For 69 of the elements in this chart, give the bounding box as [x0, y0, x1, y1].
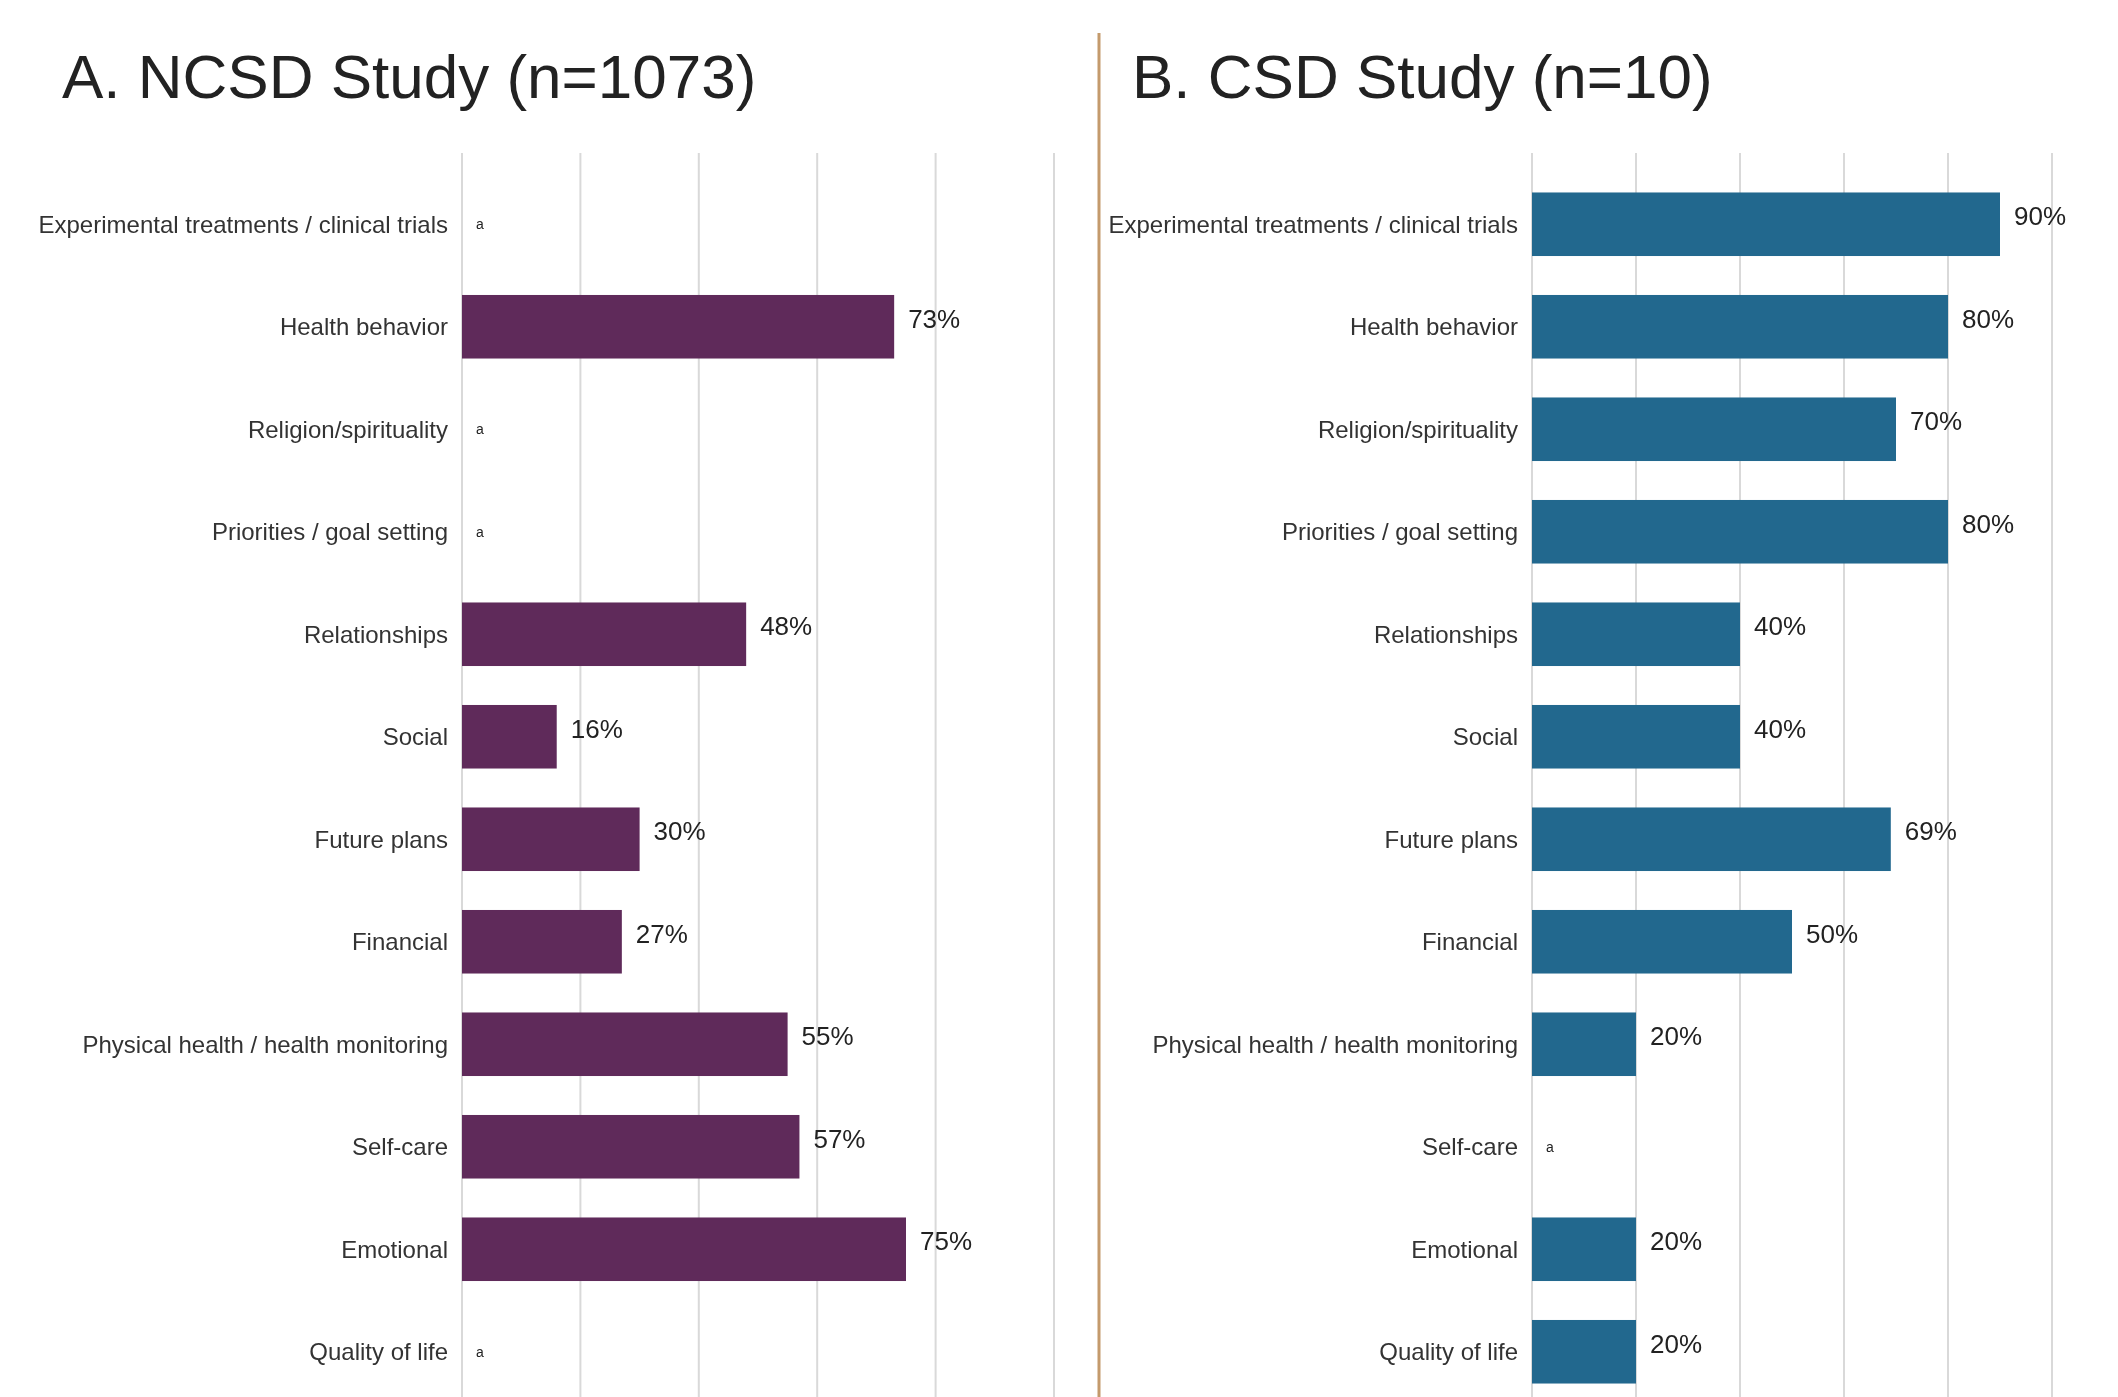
bar [462, 602, 747, 667]
text: a [1546, 1138, 1554, 1155]
y-tick-label: Physical health / health monitoring [82, 1030, 448, 1058]
y-tick-label: Religion/spirituality [1317, 415, 1518, 443]
bar [462, 807, 640, 872]
text: a [476, 421, 484, 438]
bar [1532, 397, 1896, 462]
y-tick-label: Financial [1421, 928, 1518, 956]
bar [462, 1114, 800, 1179]
bar [1532, 704, 1740, 769]
text: a [476, 216, 484, 233]
data-label: 55% [801, 1021, 854, 1052]
data-label: 30% [653, 816, 706, 847]
bar [1532, 807, 1891, 872]
bar [462, 909, 622, 974]
bar [1532, 499, 1948, 564]
data-label: 69% [1904, 816, 1957, 847]
y-tick-label: Self-care [1421, 1133, 1518, 1161]
data-label: 40% [1754, 611, 1807, 642]
data-label: 73% [908, 303, 961, 334]
data-label: 16% [570, 713, 623, 744]
y-tick-label: Priorities / goal setting [1281, 518, 1518, 546]
data-label: 90% [2014, 201, 2067, 232]
data-label: 20% [1650, 1021, 1703, 1052]
y-tick-label: Emotional [341, 1235, 448, 1263]
data-label: 57% [813, 1123, 866, 1154]
bar [1532, 1319, 1636, 1384]
data-label: 50% [1806, 918, 1859, 949]
y-tick-label: Health behavior [1349, 313, 1518, 341]
bar [462, 1012, 788, 1077]
y-tick-label: Quality of life [309, 1338, 448, 1366]
bar [1532, 294, 1948, 359]
data-label: 80% [1962, 303, 2015, 334]
y-tick-label: Priorities / goal setting [211, 518, 448, 546]
chart-title: B. CSD Study (n=10) [1132, 42, 1713, 111]
data-label: 70% [1910, 406, 1963, 437]
y-tick-label: Future plans [314, 825, 448, 853]
bar [462, 294, 895, 359]
data-label: 80% [1962, 508, 2015, 539]
bar [462, 1217, 906, 1282]
y-tick-label: Emotional [1411, 1235, 1518, 1263]
text: a [476, 523, 484, 540]
y-tick-label: Quality of life [1379, 1338, 1518, 1366]
y-tick-label: Relationships [303, 620, 448, 648]
text: a [476, 1343, 484, 1360]
y-tick-label: Social [1452, 723, 1518, 751]
y-tick-label: Financial [351, 928, 448, 956]
data-label: 48% [760, 611, 813, 642]
y-tick-label: Experimental treatments / clinical trials [38, 210, 448, 238]
y-tick-label: Social [382, 723, 448, 751]
bar [1532, 1217, 1636, 1282]
y-tick-label: Self-care [351, 1133, 448, 1161]
y-tick-label: Experimental treatments / clinical trials [1108, 210, 1518, 238]
bar [1532, 602, 1740, 667]
y-tick-label: Relationships [1373, 620, 1518, 648]
bar [462, 704, 557, 769]
bar [1532, 909, 1792, 974]
y-tick-label: Health behavior [279, 313, 448, 341]
y-tick-label: Physical health / health monitoring [1152, 1030, 1518, 1058]
data-label: 27% [635, 918, 688, 949]
data-label: 20% [1650, 1328, 1703, 1359]
y-tick-label: Religion/spirituality [247, 415, 448, 443]
y-tick-label: Future plans [1384, 825, 1518, 853]
data-label: 75% [920, 1226, 973, 1257]
data-label: 20% [1650, 1226, 1703, 1257]
chart-title: A. NCSD Study (n=1073) [62, 42, 757, 111]
data-label: 40% [1754, 713, 1807, 744]
bar [1532, 1012, 1636, 1077]
bar [1532, 192, 2000, 257]
